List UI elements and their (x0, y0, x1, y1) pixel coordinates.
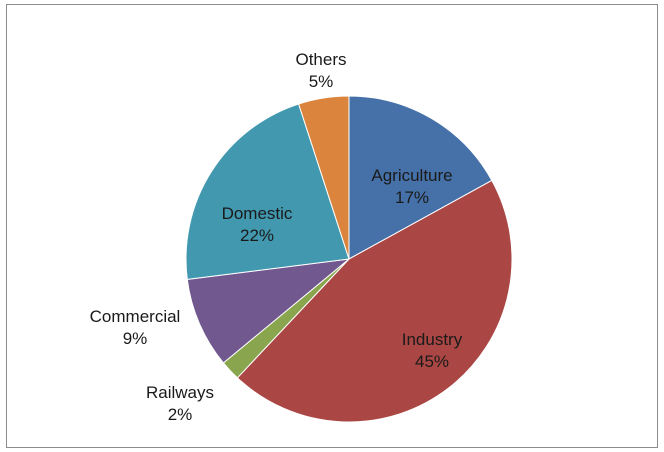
slice-label-percent: 5% (309, 72, 334, 91)
slice-label-percent: 22% (240, 226, 274, 245)
slice-label-name: Others (295, 50, 346, 69)
slice-label-name: Domestic (222, 204, 293, 223)
slice-label-percent: 45% (415, 352, 449, 371)
slice-label-name: Railways (146, 383, 214, 402)
pie-slice-others (297, 95, 350, 260)
slice-label-domestic: Domestic 22% (222, 204, 293, 245)
pie-slice-industry (236, 179, 513, 423)
chart-frame: Agriculture 17% Industry 45% Railways 2% Comme… (6, 4, 658, 448)
slice-label-percent: 2% (168, 405, 193, 424)
slice-label-percent: 17% (395, 188, 429, 207)
pie-chart: Agriculture 17% Industry 45% Railways 2% Comme… (90, 50, 513, 424)
slice-label-name: Industry (402, 330, 463, 349)
slice-label-commercial: Commercial 9% (90, 307, 181, 348)
slice-label-agriculture: Agriculture 17% (371, 166, 452, 207)
pie-slice-agriculture (348, 95, 493, 260)
slice-label-name: Agriculture (371, 166, 452, 185)
slice-label-others: Others 5% (295, 50, 346, 91)
pie-slice-commercial (186, 258, 351, 364)
slice-label-industry: Industry 45% (402, 330, 463, 371)
slice-label-percent: 9% (123, 329, 148, 348)
pie-slice-domestic (185, 103, 350, 280)
slice-label-railways: Railways 2% (146, 383, 214, 424)
slice-label-name: Commercial (90, 307, 181, 326)
